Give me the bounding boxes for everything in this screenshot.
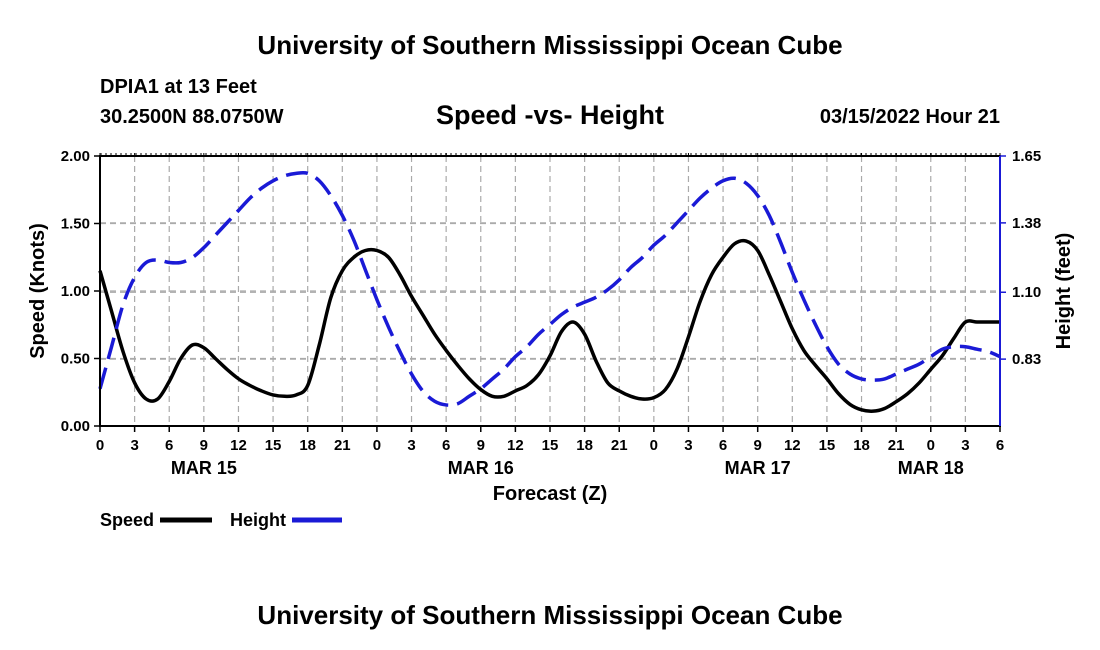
date-label: MAR 17 bbox=[725, 458, 791, 478]
coordinates-label: 30.2500N 88.0750W bbox=[100, 106, 284, 128]
y-axis-label: Speed (Knots) bbox=[27, 223, 49, 359]
x-tick-label: 3 bbox=[130, 437, 138, 454]
series-line-speed bbox=[98, 238, 1000, 413]
grid-lines bbox=[100, 155, 1000, 426]
x-tick-label: 9 bbox=[477, 437, 485, 454]
x-tick-label: 9 bbox=[754, 437, 762, 454]
axes: 0 3 6 9 12 15 18 21 0 3 6 9 12 15 18 21 0 3 6 9 12 15 18 21 0 3 6 M… bbox=[61, 148, 1041, 478]
y-tick-label: 0.50 bbox=[61, 351, 90, 368]
chart-title: Speed -vs- Height bbox=[435, 100, 665, 130]
x-tick-label: 9 bbox=[200, 437, 208, 454]
legend-height-label: Height bbox=[230, 510, 286, 530]
x-tick-label: 6 bbox=[165, 437, 173, 454]
x-tick-label: 18 bbox=[853, 437, 870, 454]
x-tick-label: 15 bbox=[265, 437, 282, 454]
x-tick-label: 12 bbox=[784, 437, 801, 454]
y2-tick-label: 1.10 bbox=[1012, 284, 1041, 301]
date-label: MAR 15 bbox=[171, 458, 237, 478]
x-tick-label: 0 bbox=[650, 437, 658, 454]
x-axis-label: Forecast (Z) bbox=[493, 483, 607, 505]
y2-axis-label: Height (feet) bbox=[1053, 233, 1075, 350]
x-tick-label: 21 bbox=[888, 437, 905, 454]
x-tick-label: 15 bbox=[819, 437, 836, 454]
date-label: MAR 16 bbox=[448, 458, 514, 478]
x-tick-label: 0 bbox=[96, 437, 104, 454]
x-tick-label: 3 bbox=[961, 437, 969, 454]
y2-tick-label: 1.38 bbox=[1012, 215, 1041, 232]
x-tick-label: 15 bbox=[542, 437, 559, 454]
x-tick-label: 21 bbox=[611, 437, 628, 454]
y-tick-label: 0.00 bbox=[61, 418, 90, 435]
x-tick-label: 0 bbox=[927, 437, 935, 454]
station-label: DPIA1 at 13 Feet bbox=[100, 76, 257, 98]
y2-tick-label: 1.65 bbox=[1012, 148, 1041, 165]
x-tick-label: 18 bbox=[576, 437, 593, 454]
x-tick-label: 6 bbox=[442, 437, 450, 454]
x-tick-label: 12 bbox=[230, 437, 247, 454]
date-label: MAR 18 bbox=[898, 458, 964, 478]
y-tick-label: 1.00 bbox=[61, 283, 90, 300]
x-tick-label: 3 bbox=[407, 437, 415, 454]
x-tick-label: 6 bbox=[996, 437, 1004, 454]
series-lines bbox=[98, 170, 1001, 413]
x-tick-label: 0 bbox=[373, 437, 381, 454]
x-tick-label: 12 bbox=[507, 437, 524, 454]
x-tick-label: 3 bbox=[684, 437, 692, 454]
legend: Speed Height bbox=[100, 510, 342, 530]
y2-tick-label: 0.83 bbox=[1012, 351, 1041, 368]
series-line-height bbox=[98, 170, 1001, 407]
legend-speed-label: Speed bbox=[100, 510, 154, 530]
x-tick-label: 21 bbox=[334, 437, 351, 454]
page-title: University of Southern Mississippi Ocean… bbox=[257, 30, 843, 60]
x-tick-label: 18 bbox=[299, 437, 316, 454]
footer-title: University of Southern Mississippi Ocean… bbox=[257, 600, 843, 630]
y-tick-label: 1.50 bbox=[61, 216, 90, 233]
y-tick-label: 2.00 bbox=[61, 148, 90, 165]
forecast-datetime: 03/15/2022 Hour 21 bbox=[819, 106, 1000, 128]
x-tick-label: 6 bbox=[719, 437, 727, 454]
